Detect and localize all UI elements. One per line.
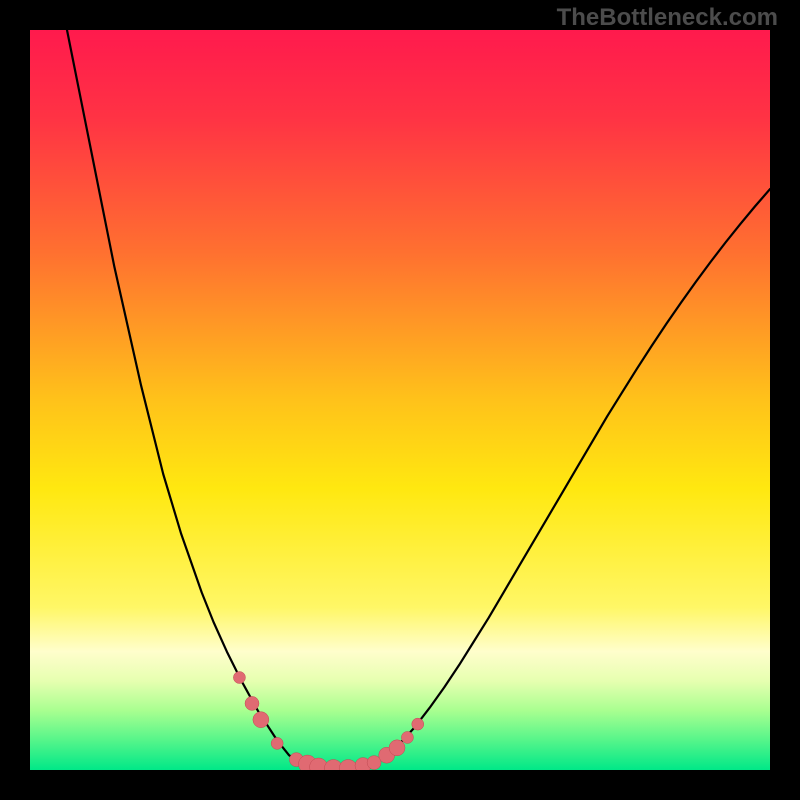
data-marker [253, 712, 269, 728]
bottleneck-curve [67, 30, 770, 770]
chart-overlay-svg [30, 30, 770, 770]
data-marker [233, 672, 245, 684]
data-marker [389, 740, 405, 756]
data-marker [412, 718, 424, 730]
plot-area [30, 30, 770, 770]
data-marker [339, 760, 357, 770]
watermark-text: TheBottleneck.com [557, 4, 778, 32]
chart-frame: TheBottleneck.com [0, 0, 800, 800]
data-marker [245, 696, 259, 710]
data-marker [401, 731, 413, 743]
data-marker [271, 737, 283, 749]
